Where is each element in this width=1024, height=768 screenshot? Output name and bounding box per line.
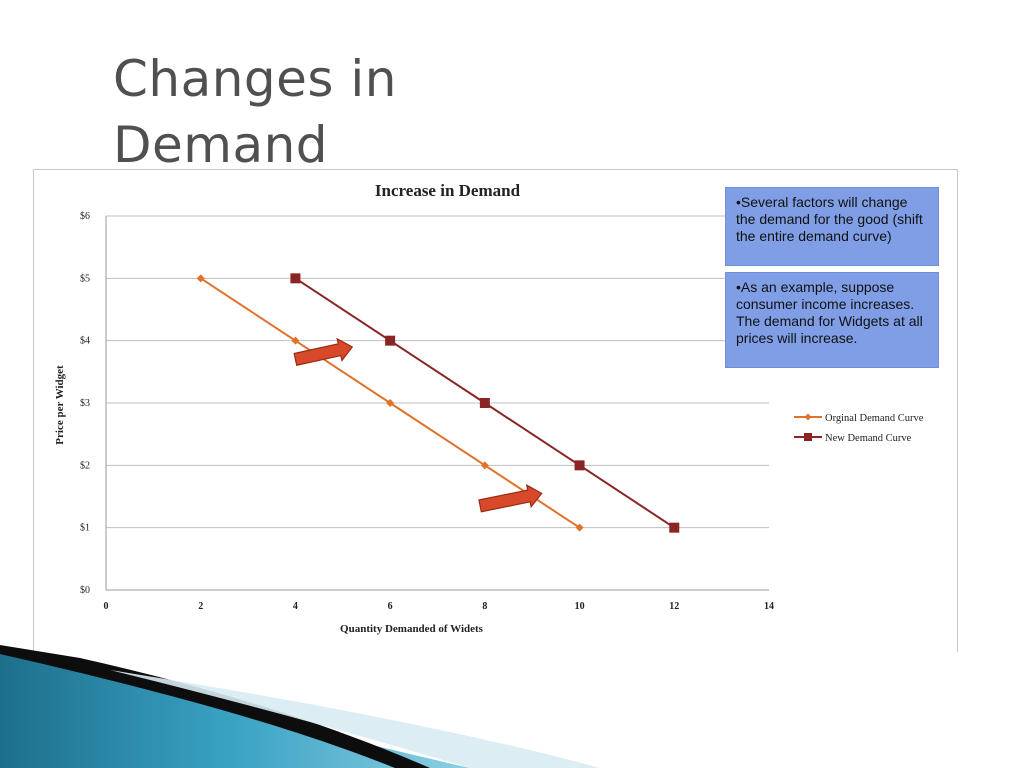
legend-label-1: Orginal Demand Curve (825, 413, 924, 424)
shift-arrow-2 (478, 484, 543, 513)
x-tick-label-6: 6 (388, 601, 393, 612)
series-2-point-4 (669, 522, 680, 533)
swoosh-teal (0, 650, 470, 768)
x-tick-label-12: 12 (669, 601, 679, 612)
y-tick-label-6: $6 (80, 211, 90, 222)
callout-example-text: •As an example, suppose consumer income … (736, 279, 923, 346)
x-tick-label-8: 8 (482, 601, 487, 612)
series-1-point-4 (575, 523, 584, 532)
y-tick-label-3: $3 (80, 398, 90, 409)
series-1-point-1 (291, 336, 300, 345)
legend-label-2: New Demand Curve (825, 433, 912, 444)
x-tick-label-2: 2 (198, 601, 203, 612)
series-2-point-3 (574, 460, 585, 471)
decorative-swoosh (0, 645, 600, 768)
callout-example: •As an example, suppose consumer income … (725, 272, 939, 368)
series-2-point-0 (290, 273, 301, 284)
x-tick-label-0: 0 (104, 601, 109, 612)
swoosh-light (110, 670, 600, 768)
series-1-point-0 (196, 274, 205, 283)
shift-arrow-1 (293, 337, 354, 366)
series-2-point-1 (385, 335, 396, 346)
slide-title-line1: Changes in (113, 50, 397, 108)
y-tick-label-1: $1 (80, 523, 90, 534)
y-tick-label-2: $2 (80, 460, 90, 471)
legend-marker-2 (804, 433, 812, 441)
y-tick-label-0: $0 (80, 585, 90, 596)
callout-factors: •Several factors will change the demand … (725, 187, 939, 266)
x-axis-label: Quantity Demanded of Widets (340, 623, 484, 635)
y-axis-label: Price per Widget (54, 365, 66, 445)
slide-title: Changes in Demand (113, 46, 397, 178)
callout-factors-text: •Several factors will change the demand … (736, 194, 923, 244)
slide-title-line2: Demand (113, 116, 329, 174)
y-tick-label-5: $5 (80, 273, 90, 284)
x-tick-label-14: 14 (764, 601, 774, 612)
y-tick-label-4: $4 (80, 336, 90, 347)
x-tick-label-4: 4 (293, 601, 298, 612)
chart-title: Increase in Demand (375, 181, 521, 200)
swoosh-black (0, 645, 430, 768)
series-1-point-2 (386, 399, 395, 407)
x-tick-label-10: 10 (575, 601, 585, 612)
legend-marker-1 (804, 413, 812, 421)
demand-chart: Increase in Demand $0 $1 $2 $3 $4 $5 $6 0 2 4 6 8 10 1… (54, 181, 924, 635)
series-1-point-3 (480, 461, 489, 470)
series-2-point-2 (479, 398, 490, 408)
